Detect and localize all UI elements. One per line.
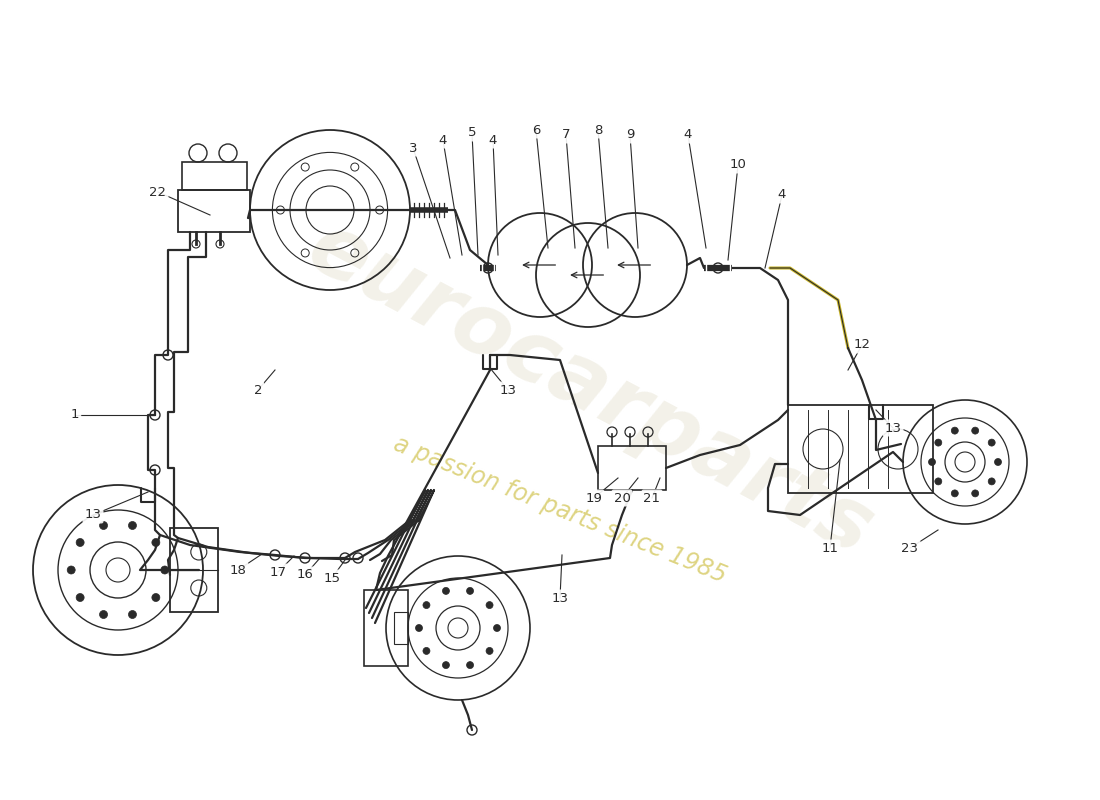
Text: 17: 17 (270, 566, 286, 578)
Text: 12: 12 (854, 338, 870, 351)
Circle shape (442, 587, 450, 594)
Circle shape (486, 602, 493, 609)
Text: 4: 4 (684, 129, 692, 142)
Text: 15: 15 (323, 571, 341, 585)
Text: 4: 4 (488, 134, 497, 146)
Circle shape (988, 439, 996, 446)
Circle shape (935, 478, 942, 485)
Circle shape (971, 490, 979, 497)
Circle shape (152, 594, 160, 602)
Text: 4: 4 (439, 134, 448, 146)
Bar (394, 612, 408, 644)
Circle shape (466, 587, 474, 594)
Text: 13: 13 (85, 509, 101, 522)
Circle shape (988, 478, 996, 485)
Bar (364, 590, 408, 666)
Text: 4: 4 (778, 189, 786, 202)
Text: 10: 10 (729, 158, 747, 171)
Text: 13: 13 (551, 591, 569, 605)
Text: 11: 11 (822, 542, 838, 554)
Text: 18: 18 (230, 563, 246, 577)
Text: 5: 5 (468, 126, 476, 139)
Bar (182, 162, 248, 190)
Text: 22: 22 (150, 186, 166, 198)
Circle shape (416, 625, 422, 631)
Bar (178, 190, 250, 232)
Circle shape (422, 602, 430, 609)
Circle shape (161, 566, 168, 574)
Circle shape (494, 625, 501, 631)
Circle shape (935, 439, 942, 446)
Circle shape (422, 647, 430, 654)
Text: a passion for parts since 1985: a passion for parts since 1985 (390, 432, 730, 588)
Circle shape (442, 662, 450, 669)
Text: 9: 9 (626, 129, 635, 142)
Text: 8: 8 (594, 123, 602, 137)
Text: eurocarparts: eurocarparts (294, 206, 887, 574)
Text: 21: 21 (644, 491, 660, 505)
Circle shape (67, 566, 75, 574)
Circle shape (952, 427, 958, 434)
Text: 13: 13 (884, 422, 902, 434)
Circle shape (99, 522, 108, 530)
Text: 7: 7 (562, 129, 570, 142)
Text: 13: 13 (499, 383, 517, 397)
Text: 1: 1 (70, 409, 79, 422)
Text: 23: 23 (902, 542, 918, 554)
Circle shape (994, 458, 1001, 466)
Text: 2: 2 (254, 383, 262, 397)
Text: 16: 16 (297, 569, 313, 582)
Text: 6: 6 (531, 123, 540, 137)
Circle shape (76, 594, 84, 602)
Circle shape (486, 647, 493, 654)
Circle shape (99, 610, 108, 618)
Text: 19: 19 (585, 491, 603, 505)
Bar (788, 405, 933, 493)
Circle shape (76, 538, 84, 546)
Circle shape (952, 490, 958, 497)
Text: 20: 20 (614, 491, 630, 505)
Text: 3: 3 (409, 142, 417, 154)
Circle shape (971, 427, 979, 434)
Bar (170, 528, 218, 612)
Circle shape (928, 458, 935, 466)
Bar (598, 446, 666, 490)
Circle shape (129, 610, 136, 618)
Circle shape (129, 522, 136, 530)
Circle shape (152, 538, 160, 546)
Circle shape (466, 662, 474, 669)
